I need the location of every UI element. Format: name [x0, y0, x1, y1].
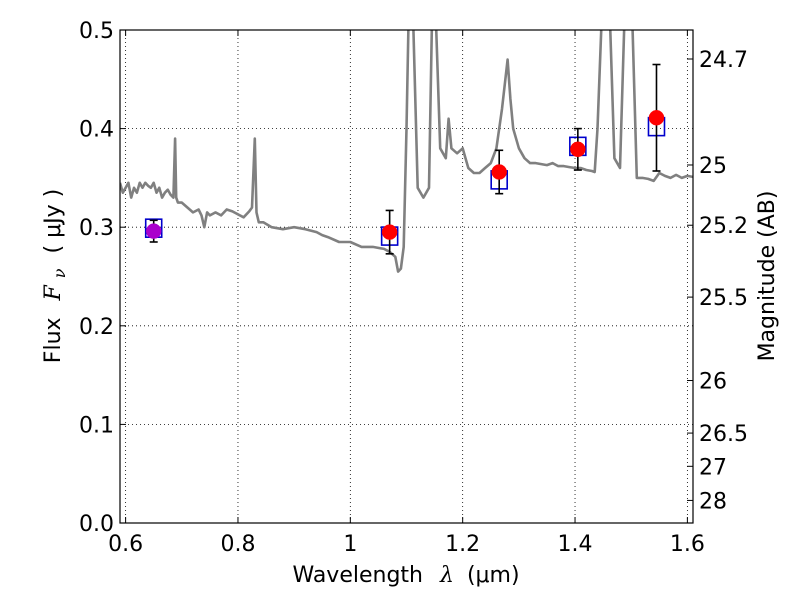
x-axis-unit: (μm) [467, 563, 520, 588]
x-tick-label: 0.8 [220, 532, 255, 557]
y2-tick-label: 25.2 [699, 214, 748, 239]
y2-tick-label: 25 [699, 154, 727, 179]
y2-tick-label: 25.5 [699, 286, 748, 311]
y2-tick-label: 28 [699, 489, 727, 514]
y2-axis-title: Magnitude (AB) [755, 191, 780, 362]
y-tick-label: 0.1 [79, 413, 114, 438]
x-tick-label: 1 [343, 532, 357, 557]
x-tick-label: 1.4 [558, 532, 593, 557]
y2-tick-label: 27 [699, 455, 727, 480]
y-tick-label: 0.0 [79, 512, 114, 537]
y-tick-label: 0.2 [79, 315, 114, 340]
observed-photometry-point [491, 164, 507, 180]
y-axis-title: Flux F ν ( μJy ) [41, 189, 71, 363]
x-axis-title: Wavelength λ (μm) [292, 563, 519, 588]
y-axis-math-sub: ν [50, 268, 69, 278]
observed-photometry-point [381, 224, 398, 240]
observed-photometry-point [570, 141, 586, 158]
x-tick-label: 1.6 [670, 532, 705, 557]
spectrum-layer [120, 30, 693, 273]
y-axis-unit: ( μJy ) [41, 189, 66, 254]
y-axis-label: Flux [41, 317, 66, 363]
points-layer [144, 63, 666, 255]
y2-tick-label: 24.7 [699, 48, 748, 73]
ticks: 0.6 0.8 1 1.2 1.4 1.6 0.0 0.1 0.2 0.3 0.4 0.5 24.7 25… [79, 19, 748, 557]
y-axis-math: F [41, 284, 66, 301]
y-tick-label: 0.3 [79, 216, 114, 241]
observed-photometry-point [145, 223, 162, 239]
spectrum-line [120, 30, 693, 273]
plot-frame [119, 29, 694, 524]
x-tick-label: 1.2 [445, 532, 480, 557]
y2-tick-label: 26 [699, 370, 727, 395]
y2-tick-label: 26.5 [699, 422, 748, 447]
y-tick-label: 0.5 [79, 19, 114, 44]
observed-photometry-point [648, 110, 665, 126]
x-axis-label: Wavelength [292, 563, 423, 588]
x-tick-label: 0.6 [108, 532, 143, 557]
x-axis-math: λ [439, 563, 454, 588]
y-tick-label: 0.4 [79, 118, 114, 143]
